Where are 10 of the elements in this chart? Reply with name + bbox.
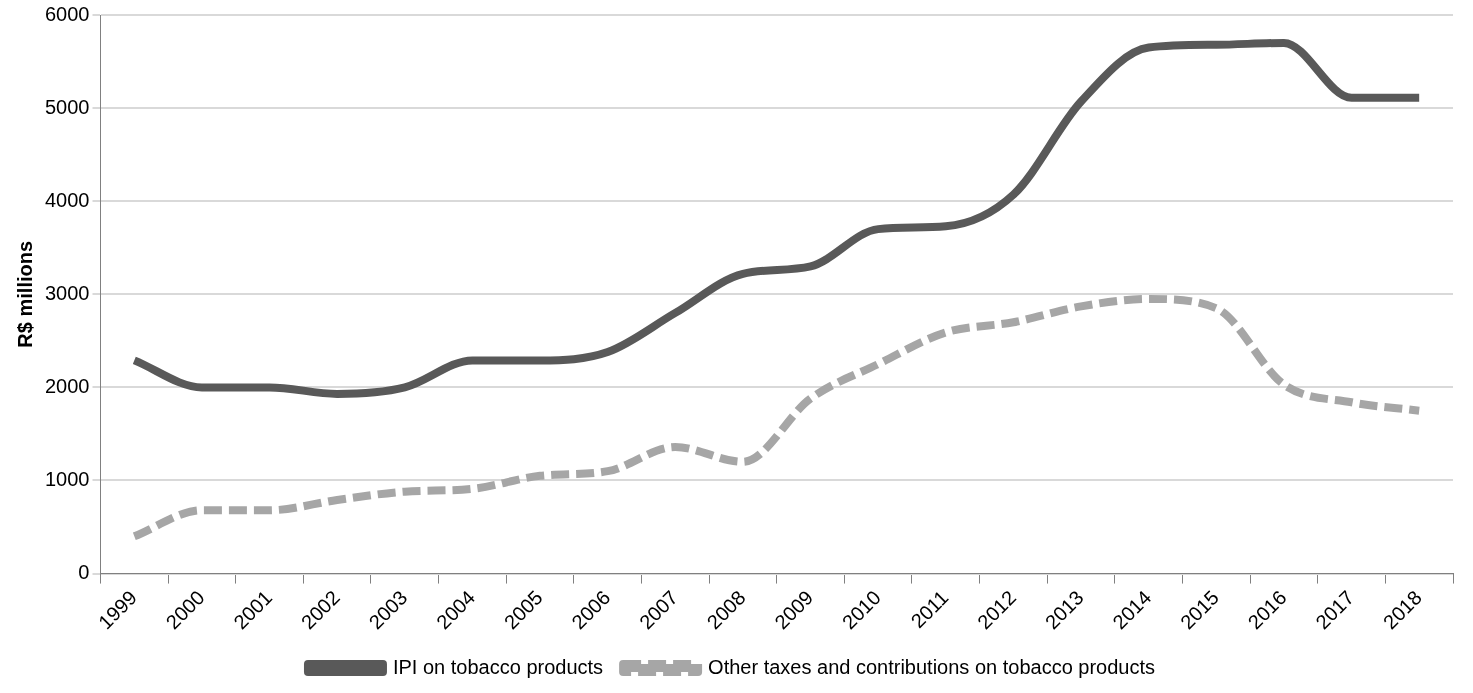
legend-label: Other taxes and contributions on tobacco products <box>708 655 1156 678</box>
y-tick-label: 6000 <box>44 2 90 25</box>
y-axis-title: R$ millions <box>13 240 36 348</box>
legend-label: IPI on tobacco products <box>392 655 604 678</box>
y-tick-label: 4000 <box>44 188 90 211</box>
y-tick-label: 3000 <box>44 281 90 304</box>
y-tick-label: 1000 <box>44 467 90 490</box>
y-tick-label: 2000 <box>44 374 90 397</box>
y-tick-label: 5000 <box>44 95 90 118</box>
y-tick-label: 0 <box>78 561 90 584</box>
